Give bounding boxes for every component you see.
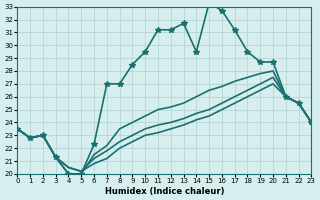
X-axis label: Humidex (Indice chaleur): Humidex (Indice chaleur) xyxy=(105,187,224,196)
